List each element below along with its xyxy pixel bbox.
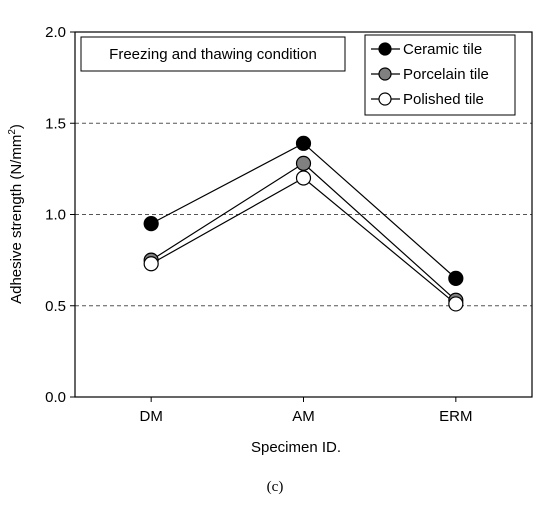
y-tick-label: 2.0 [45,24,66,41]
x-axis-title: Specimen ID. [251,439,341,456]
y-tick-label: 1.5 [45,115,66,132]
y-tick-label: 0.0 [45,389,66,406]
y-tick-label: 1.0 [45,207,66,224]
x-tick-label: AM [292,408,315,425]
legend-marker [378,67,392,81]
series-line [150,177,457,305]
legend-marker [378,42,392,56]
x-axis-ticks: DM AM ERM [140,397,473,425]
legend-label: Porcelain tile [403,66,489,83]
data-point [295,135,312,151]
x-tick-label: ERM [439,408,472,425]
legend: Ceramic tile Porcelain tile Polished tile [371,41,489,108]
data-point [295,155,312,171]
figure-caption: (c) [267,479,284,495]
data-point [295,170,312,186]
legend-label: Ceramic tile [403,41,482,58]
y-axis-title: Adhesive strength (N/mm2) [7,124,25,304]
legend-label: Polished tile [403,91,484,108]
y-axis-ticks: 0.0 0.5 1.0 1.5 2.0 [45,24,75,406]
data-point [448,296,464,312]
legend-marker [378,92,392,106]
y-tick-label: 0.5 [45,298,66,315]
annotation-box [80,36,346,72]
annotation-text: Freezing and thawing condition [109,46,317,63]
x-tick-label: DM [140,408,163,425]
data-point [143,216,159,232]
data-point [143,256,159,272]
series-group [143,135,464,312]
data-point [448,270,464,286]
